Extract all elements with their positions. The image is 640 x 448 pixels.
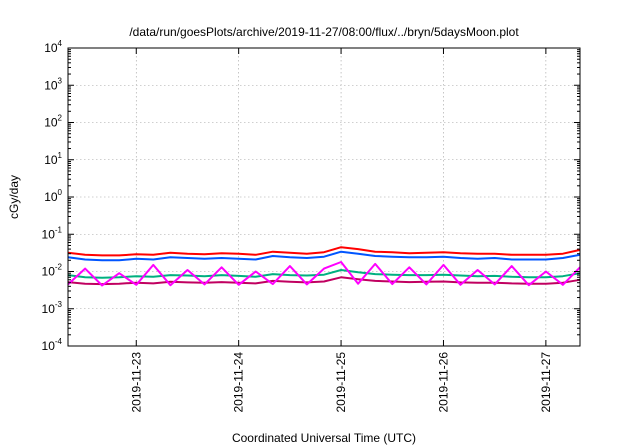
y-tick-label: 103 (44, 76, 62, 92)
series-line (67, 261, 581, 287)
y-tick-label: 101 (44, 151, 62, 167)
y-axis: 104 103 102 101 100 10-1 10-2 10-3 10-4 (42, 39, 580, 353)
x-tick-label: 2019-11-24 (232, 352, 246, 413)
chart-title: /data/run/goesPlots/archive/2019-11-27/0… (129, 25, 519, 39)
y-tick-label: 104 (44, 39, 62, 55)
series-line (67, 269, 581, 279)
x-axis: 2019-11-23 2019-11-24 2019-11-25 2019-11-26… (129, 48, 553, 413)
y-tick-label: 100 (44, 188, 62, 204)
x-tick-label: 2019-11-26 (436, 352, 450, 413)
series-line (67, 276, 581, 286)
x-axis-label: Coordinated Universal Time (UTC) (232, 431, 416, 445)
series-line (67, 246, 581, 257)
grid-layer (68, 48, 580, 346)
x-tick-label: 2019-11-25 (334, 352, 348, 413)
x-tick-label: 2019-11-27 (539, 352, 553, 413)
y-tick-label: 10-3 (42, 300, 63, 316)
y-tick-label: 10-1 (42, 225, 63, 241)
y-tick-label: 10-4 (42, 337, 63, 353)
y-axis-label: cGy/day (7, 175, 21, 219)
y-tick-label: 10-2 (42, 263, 63, 279)
series-line (67, 250, 581, 262)
series-layer (67, 246, 581, 287)
x-tick-label: 2019-11-23 (129, 352, 143, 413)
y-tick-label: 102 (44, 114, 62, 130)
